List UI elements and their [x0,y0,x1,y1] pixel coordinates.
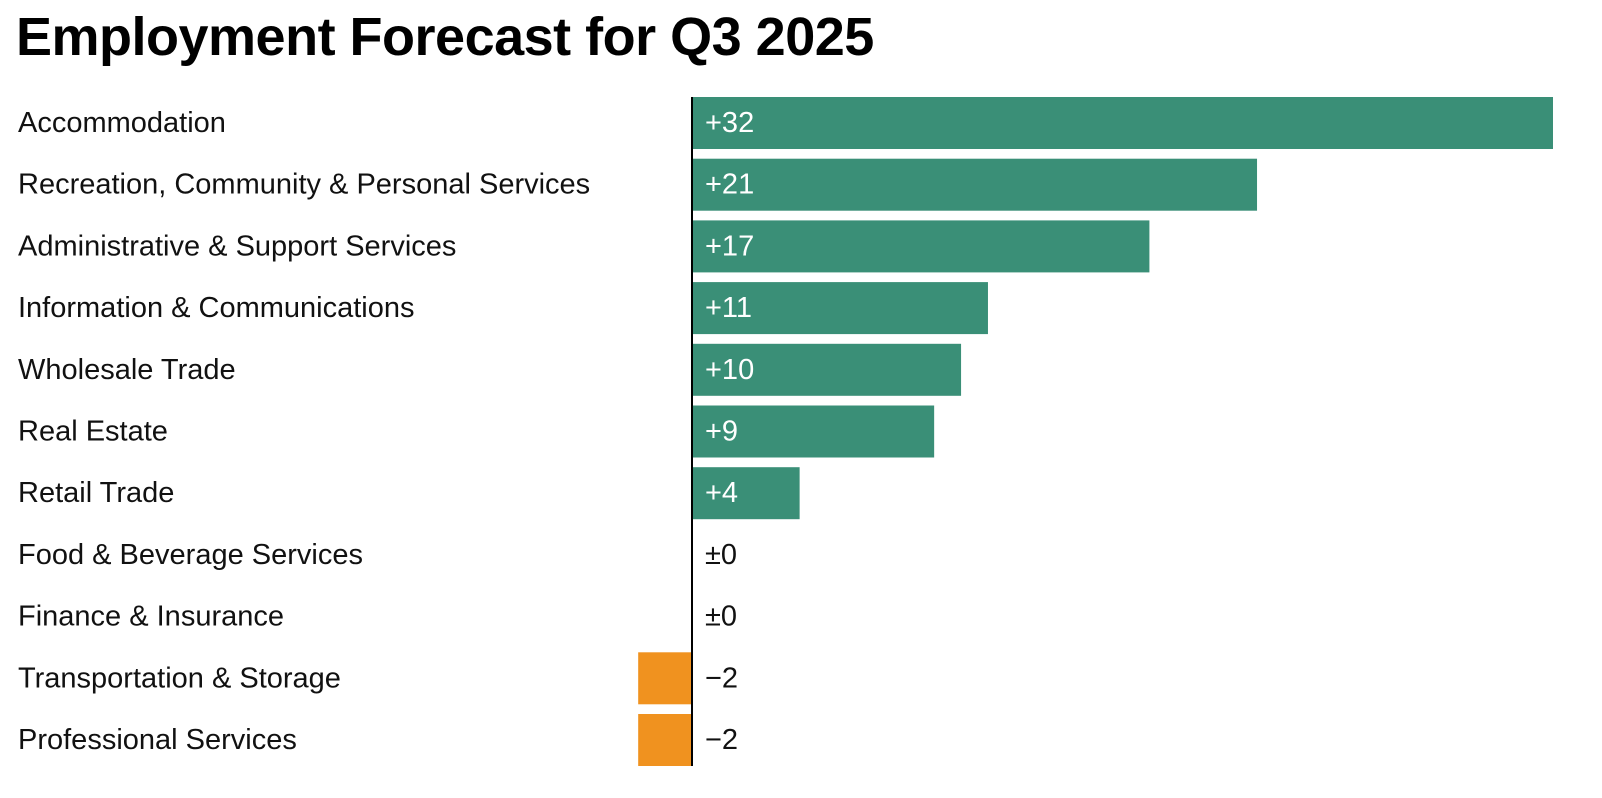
bar-information-communications [692,282,988,335]
bar-retail-trade [692,467,800,520]
bar-recreation-community-personal-services [692,158,1258,211]
value-label-information-communications: +11 [705,292,752,324]
category-label-administrative-support-services: Administrative & Support Services [18,230,456,262]
value-labels-group: +32 +21 +17 +11 +10 +9 +4 ±0 ±0 −2 −2 [705,107,754,756]
category-label-recreation-community-personal-services: Recreation, Community & Personal Service… [18,169,590,201]
category-label-real-estate: Real Estate [18,416,168,448]
category-label-food-beverage-services: Food & Beverage Services [18,539,363,571]
category-label-information-communications: Information & Communications [18,292,415,324]
value-label-accommodation: +32 [705,107,754,139]
value-label-retail-trade: +4 [705,477,738,509]
category-label-accommodation: Accommodation [18,107,226,139]
category-label-transportation-storage: Transportation & Storage [18,662,341,694]
category-label-finance-insurance: Finance & Insurance [18,601,284,633]
bar-transportation-storage [638,652,692,705]
bar-wholesale-trade [692,343,962,396]
value-label-real-estate: +9 [705,416,738,448]
value-label-transportation-storage: −2 [705,662,738,694]
value-label-professional-services: −2 [705,724,738,756]
chart-title: Employment Forecast for Q3 2025 [16,7,874,67]
bar-administrative-support-services [692,220,1150,273]
category-label-retail-trade: Retail Trade [18,477,174,509]
category-label-professional-services: Professional Services [18,724,297,756]
value-label-finance-insurance: ±0 [705,601,737,633]
bar-professional-services [638,714,692,766]
bar-real-estate [692,405,935,458]
bars-group [638,97,1553,766]
value-label-wholesale-trade: +10 [705,354,754,386]
category-label-wholesale-trade: Wholesale Trade [18,354,236,386]
value-label-food-beverage-services: ±0 [705,539,737,571]
bar-accommodation [692,97,1553,149]
value-label-administrative-support-services: +17 [705,230,754,262]
category-labels-group: Accommodation Recreation, Community & Per… [18,107,590,756]
value-label-recreation-community-personal-services: +21 [705,169,754,201]
